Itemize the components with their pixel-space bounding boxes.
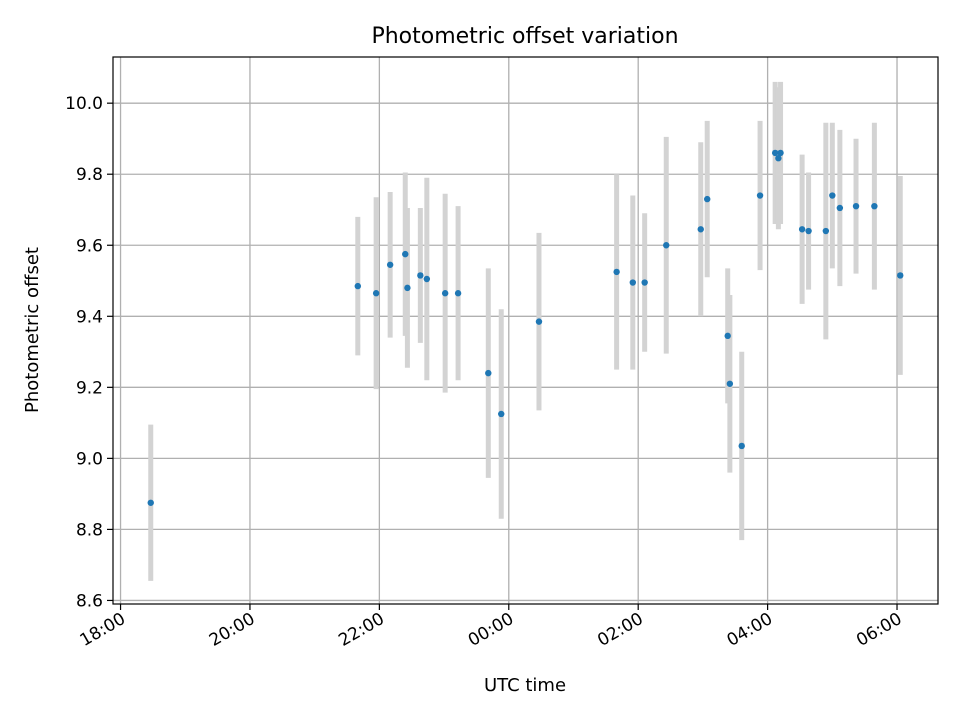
data-point (756, 192, 764, 199)
data-point (404, 284, 411, 292)
x-axis-label: UTC time (484, 675, 566, 696)
y-tick-label: 9.2 (76, 378, 103, 398)
data-point (613, 268, 620, 276)
data-point (704, 195, 711, 203)
data-point (726, 380, 734, 387)
x-axis-ticks: 18:00 20:00 22:00 00:00 02:00 04:00 06:00 (77, 604, 906, 651)
error-bars (148, 81, 903, 581)
x-tick-label: 06:00 (853, 609, 905, 651)
data-point (822, 227, 830, 235)
data-point (836, 204, 844, 212)
data-point (724, 332, 731, 340)
data-point (354, 282, 362, 290)
data-point (738, 442, 745, 450)
data-point (697, 226, 704, 233)
data-point (805, 227, 812, 235)
x-tick-label: 02:00 (594, 609, 646, 651)
y-tick-label: 8.6 (76, 591, 103, 611)
y-tick-label: 9.4 (76, 307, 103, 327)
data-point (871, 202, 878, 210)
y-axis-ticks: 8.6 8.8 9.0 9.2 9.4 9.6 9.8 10.0 (65, 94, 113, 611)
data-point (423, 275, 431, 283)
data-point (897, 272, 904, 279)
data-point (454, 290, 462, 297)
x-tick-label: 22:00 (335, 609, 387, 651)
y-tick-label: 8.8 (76, 520, 103, 540)
data-point (535, 318, 543, 325)
x-tick-label: 20:00 (206, 609, 258, 651)
data-point (663, 242, 670, 249)
grid (113, 57, 938, 604)
data-point (852, 202, 860, 210)
y-axis-label: Photometric offset (22, 247, 43, 413)
data-point (829, 192, 836, 199)
data-point (798, 226, 806, 233)
data-point (498, 410, 505, 418)
x-tick-label: 18:00 (77, 609, 129, 651)
x-tick-label: 00:00 (465, 609, 517, 651)
y-tick-label: 10.0 (65, 94, 103, 114)
y-tick-label: 9.8 (76, 165, 103, 185)
data-points (147, 149, 904, 506)
x-tick-label: 04:00 (724, 609, 776, 651)
data-point (417, 272, 424, 279)
data-point (485, 369, 492, 377)
plot-frame (112, 56, 939, 605)
y-tick-label: 9.0 (76, 449, 103, 469)
data-point (777, 149, 784, 157)
data-point (641, 279, 648, 286)
data-point (441, 290, 449, 297)
data-point (147, 499, 154, 506)
data-point (402, 250, 409, 258)
data-point (386, 261, 394, 268)
data-point (775, 155, 782, 162)
data-point (771, 149, 779, 157)
data-point (629, 279, 637, 286)
y-tick-label: 9.6 (76, 236, 103, 256)
data-point (372, 290, 380, 297)
chart-title: Photometric offset variation (371, 24, 678, 49)
